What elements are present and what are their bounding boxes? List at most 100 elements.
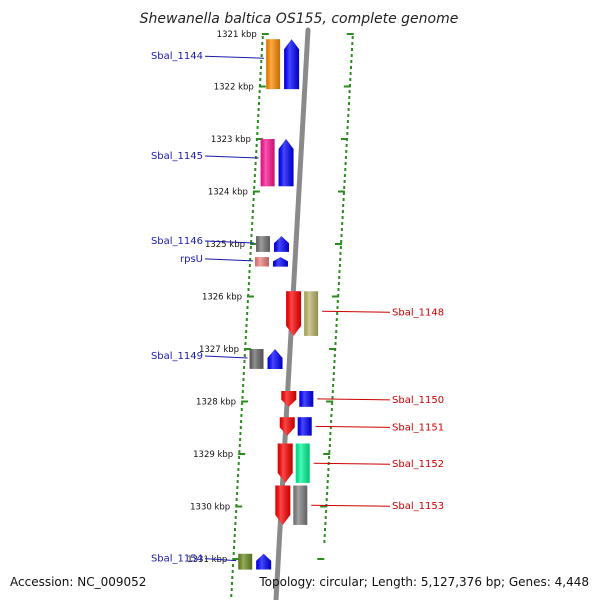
gene-label-left[interactable]: Sbal_1146 <box>151 236 203 247</box>
ruler-dot-left <box>257 108 260 111</box>
ruler-dot-left <box>251 222 254 225</box>
ruler-dot-left <box>233 546 235 549</box>
gene-label-right[interactable]: Sbal_1148 <box>392 307 444 318</box>
ruler-dot-left <box>239 426 242 429</box>
ruler-dot-left <box>231 576 234 579</box>
ruler-dot-right <box>332 384 335 387</box>
ruler-dot-right <box>327 468 330 471</box>
ruler-dot-left <box>254 168 257 171</box>
ruler-dot-right <box>350 60 353 63</box>
gene-block-shade <box>255 257 269 267</box>
ruler-dot-right <box>330 414 333 417</box>
ruler-dot-left <box>260 60 263 63</box>
ruler-dot-left <box>246 300 249 303</box>
ruler-dot-left <box>246 306 249 309</box>
gene-label-leader <box>313 462 391 465</box>
ruler-dot-right <box>342 198 345 201</box>
ruler-dot-right <box>345 144 348 147</box>
ruler-dot-right <box>328 456 331 459</box>
ruler-dot-right <box>333 354 336 357</box>
ruler-dot-right <box>324 522 327 525</box>
gene-label-leader <box>315 425 391 428</box>
ruler-dot-left <box>256 132 259 135</box>
ruler-dot-right <box>344 168 347 171</box>
ruler-dot-right <box>338 276 341 279</box>
ruler-dot-left <box>237 468 240 471</box>
ruler-dot-left <box>248 276 251 279</box>
ruler-dot-right <box>335 324 338 327</box>
ruler-dot-left <box>259 78 262 81</box>
ruler-dot-right <box>340 228 343 231</box>
ruler-dot-right <box>323 540 326 543</box>
ruler-dot-right <box>327 474 330 477</box>
ruler-dot-left <box>248 270 251 273</box>
ruler-dot-right <box>338 270 341 273</box>
ruler-dot-right <box>340 240 343 243</box>
ruler-dot-left <box>240 408 243 411</box>
ruler-dot-right <box>325 498 328 501</box>
gene-label-left[interactable]: Sbal_1149 <box>151 351 203 362</box>
ruler-dot-left <box>246 312 249 315</box>
accession-text: Accession: NC_009052 <box>10 575 146 589</box>
gene-label-left[interactable]: Sbal_1144 <box>151 51 203 62</box>
cds-arrow-shade <box>286 291 302 336</box>
ruler-dot-left <box>257 114 260 117</box>
ruler-dot-right <box>342 192 345 195</box>
ruler-dot-right <box>333 360 336 363</box>
ruler-dot-right <box>333 366 336 369</box>
ruler-dot-right <box>341 210 344 213</box>
ruler-dot-left <box>252 204 255 207</box>
ruler-dot-left <box>236 480 239 483</box>
ruler-dot-right <box>334 336 337 339</box>
ruler-dot-right <box>348 96 351 99</box>
gene-label-right[interactable]: Sbal_1150 <box>392 395 444 406</box>
ruler-dot-left <box>251 210 254 213</box>
gene-label-right[interactable]: Sbal_1153 <box>392 501 444 512</box>
ruler-dot-right <box>331 390 334 393</box>
ruler-dot-left <box>248 264 251 267</box>
ruler-dot-right <box>343 174 346 177</box>
ruler-dot-left <box>243 354 246 357</box>
cds-arrow-shade <box>272 257 288 267</box>
ruler-dot-right <box>326 492 329 495</box>
gene-block-shade <box>299 391 314 407</box>
ruler-dot-right <box>326 486 329 489</box>
ruler-dot-right <box>336 306 339 309</box>
ruler-dot-left <box>236 486 239 489</box>
ruler-dot-left <box>242 372 245 375</box>
gene-label-leader <box>311 504 391 507</box>
ruler-dot-right <box>348 102 350 105</box>
ruler-dot-left <box>258 102 260 105</box>
ruler-dot-left <box>253 180 256 183</box>
gene-label-right[interactable]: Sbal_1151 <box>392 422 444 433</box>
gene-label-left[interactable]: Sbal_1145 <box>151 151 203 162</box>
ruler-dot-left <box>232 564 234 567</box>
ruler-dot-left <box>236 492 239 495</box>
ruler-dot-right <box>347 108 350 111</box>
ruler-dot-right <box>344 162 347 165</box>
gene-label-leader <box>204 55 265 59</box>
ruler-dot-left <box>230 588 233 591</box>
gene-block-shade <box>238 553 253 570</box>
ruler-dot-left <box>250 228 253 231</box>
ruler-dot-right <box>332 378 335 381</box>
ruler-dotted-lines <box>230 36 354 597</box>
ruler-dot-right <box>350 54 353 57</box>
ruler-dot-left <box>249 246 252 249</box>
gene-label-right[interactable]: Sbal_1152 <box>392 459 444 470</box>
gene-label-left[interactable]: rpsU <box>180 254 203 265</box>
gene-label-leader <box>317 398 391 401</box>
ruler-dot-right <box>336 312 339 315</box>
ruler-dot-left <box>261 42 264 45</box>
ruler-dot-left <box>238 450 241 453</box>
ruler-dot-left <box>255 144 258 147</box>
ruler-dot-left <box>239 432 242 435</box>
gene-block-shade <box>266 39 281 90</box>
ruler-dot-left <box>234 528 236 531</box>
gene-label-left[interactable]: Sbal_1154 <box>151 554 203 565</box>
tick-label: 1329 kbp <box>193 450 233 460</box>
ruler-dot-right <box>342 204 345 207</box>
ruler-dot-left <box>261 48 263 51</box>
ruler-dot-right <box>350 66 352 69</box>
ruler-dot-right <box>343 180 346 183</box>
